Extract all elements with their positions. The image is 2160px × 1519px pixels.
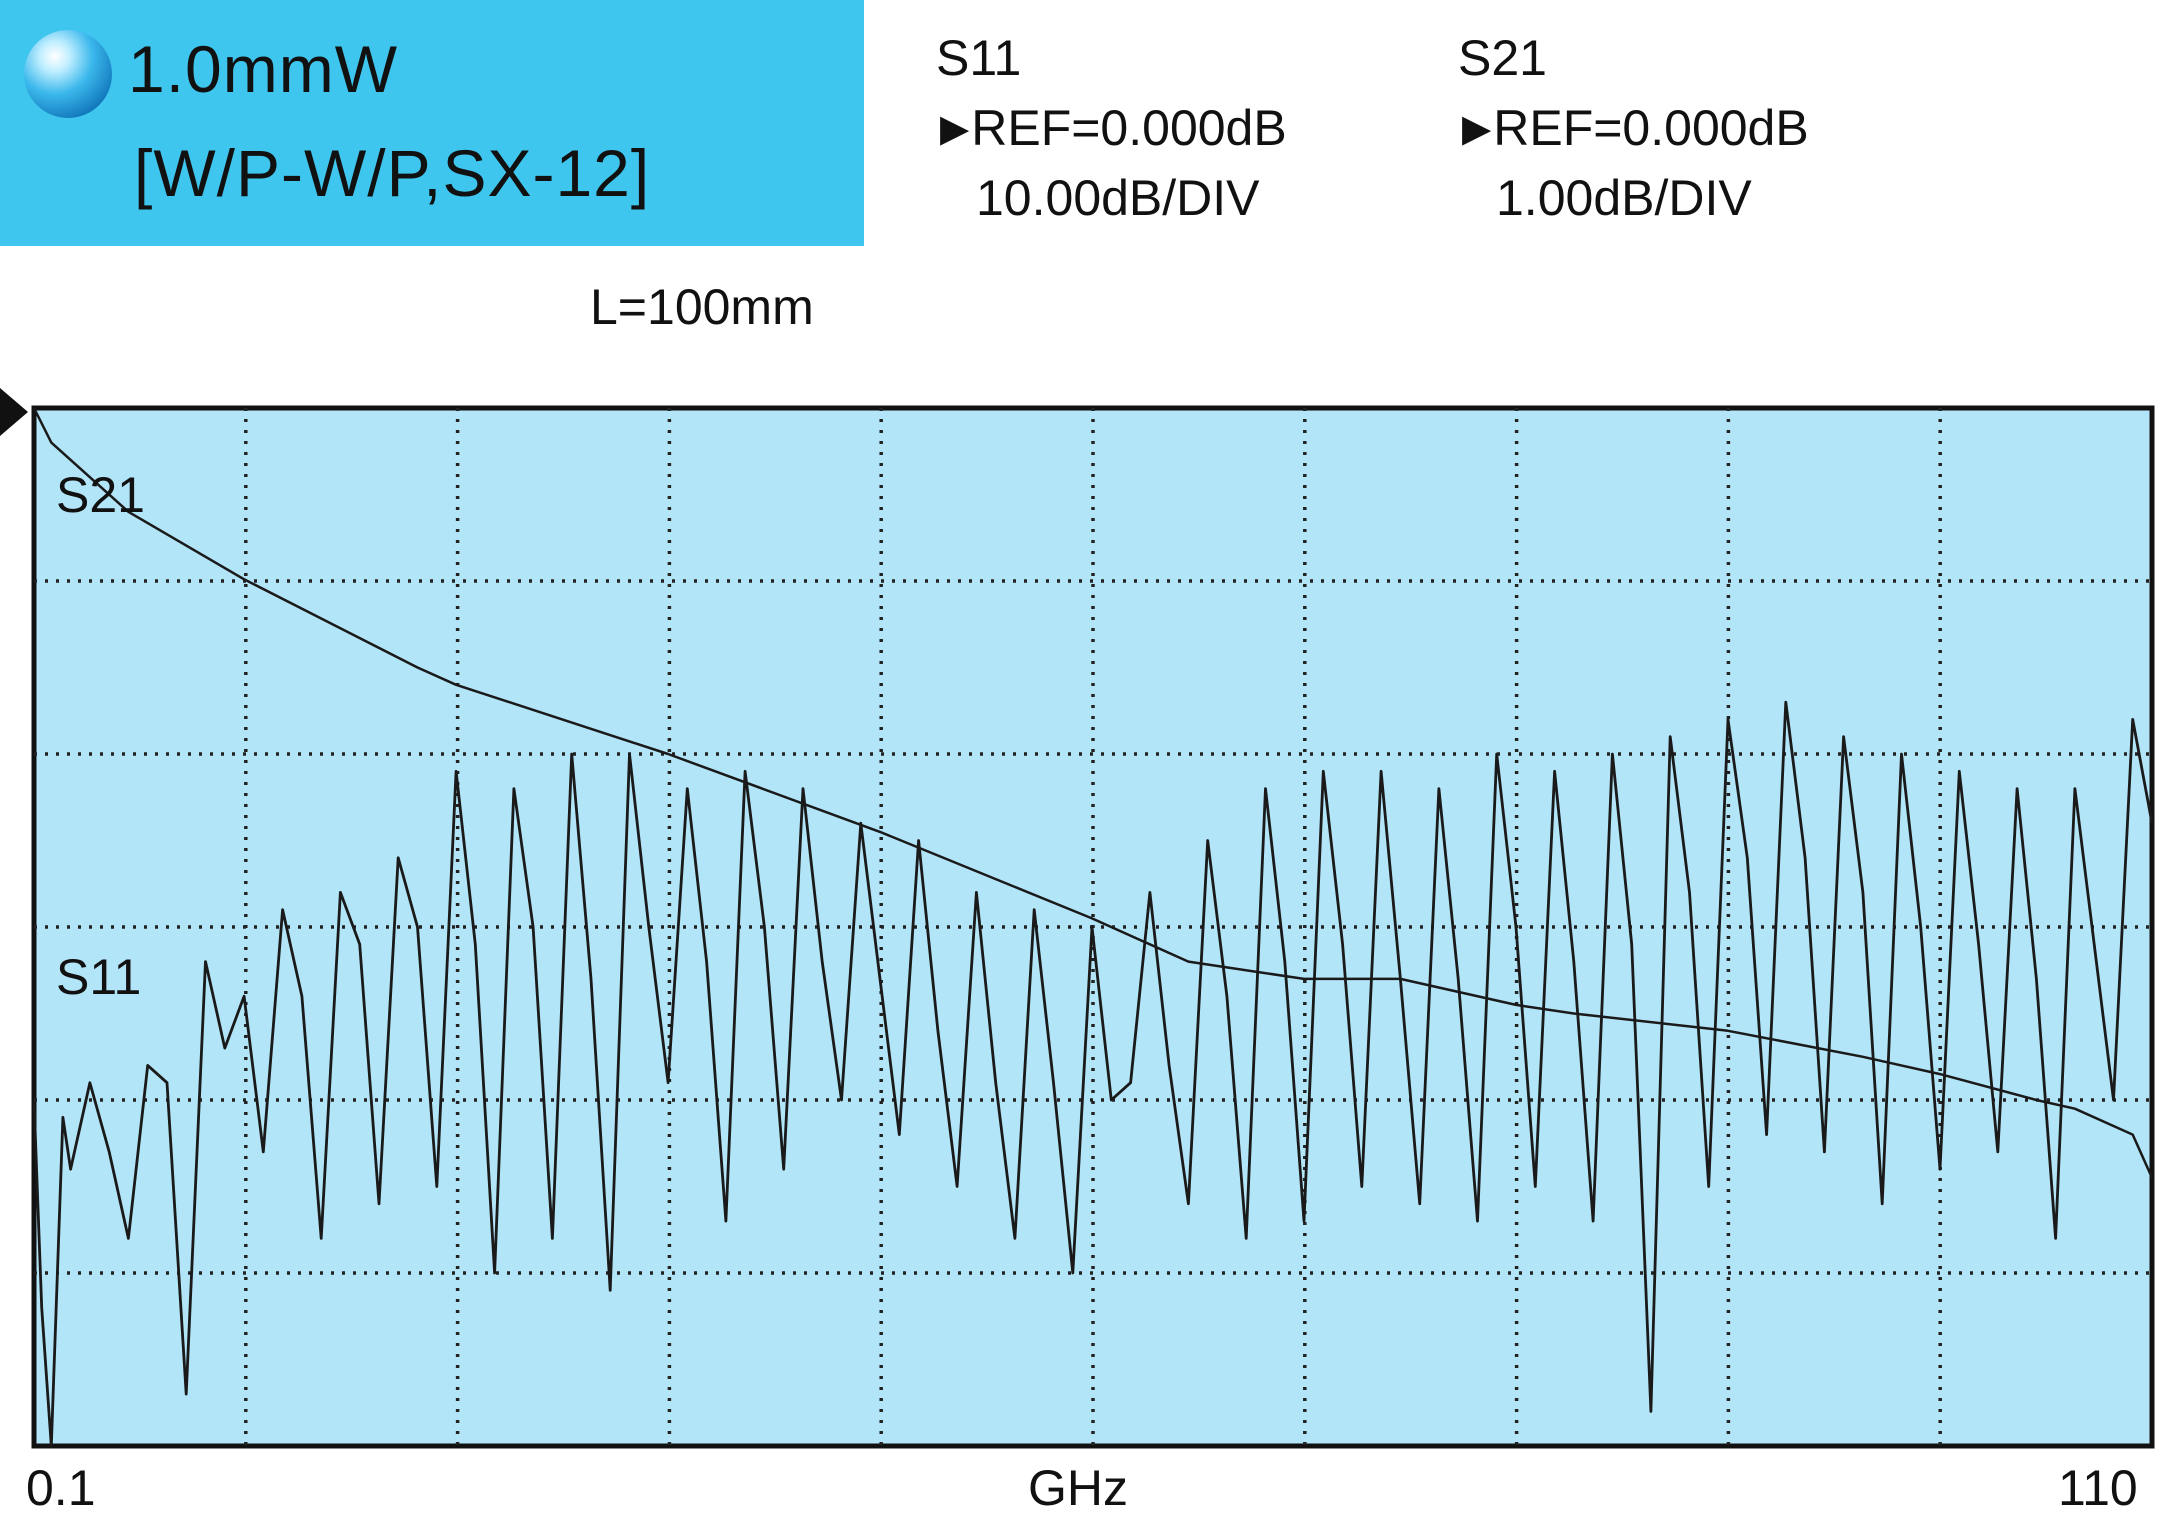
reference-marker-icon (0, 388, 28, 436)
s21-info-scale: 1.00dB/DIV (1496, 170, 1752, 226)
x-tick-end: 110 (2058, 1460, 2138, 1516)
x-tick-start: 0.1 (26, 1460, 96, 1516)
bullet-ball-icon (24, 30, 112, 118)
s21-ref-text: REF=0.000dB (1493, 100, 1809, 156)
configuration-label: [W/P-W/P,SX-12] (134, 136, 651, 210)
s21-trace-label: S21 (56, 467, 145, 523)
s11-ref-text: REF=0.000dB (971, 100, 1287, 156)
s11-trace-label: S11 (56, 949, 141, 1005)
s21-trace-line (32, 407, 2154, 1179)
length-label: L=100mm (590, 279, 814, 335)
s21-info-ref: ▶REF=0.000dB (1462, 94, 1809, 163)
title-banner: 1.0mmW [W/P-W/P,SX-12] (0, 0, 864, 246)
ref-pointer-icon: ▶ (940, 108, 970, 150)
s11-info-scale: 10.00dB/DIV (976, 170, 1260, 226)
s11-info-name: S11 (936, 30, 1022, 86)
ref-pointer-icon: ▶ (1462, 108, 1492, 150)
s21-info-name: S21 (1458, 30, 1547, 86)
s11-info-ref: ▶REF=0.000dB (940, 94, 1287, 163)
power-label: 1.0mmW (128, 32, 398, 106)
x-axis-label: GHz (1028, 1460, 1128, 1516)
s11-trace-line (32, 700, 2154, 1448)
traces (32, 407, 2154, 1448)
